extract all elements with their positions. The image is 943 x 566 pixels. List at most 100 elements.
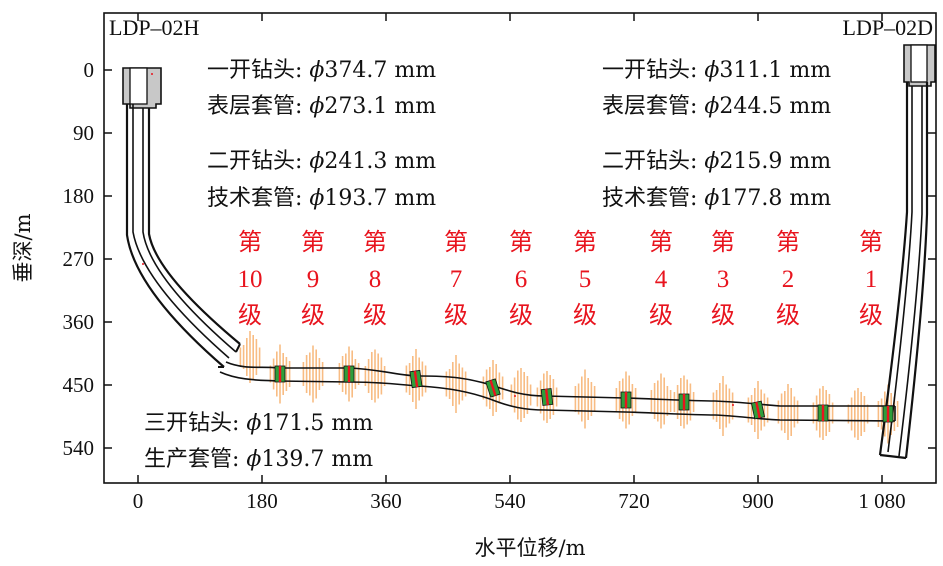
casing-shoe-left (218, 343, 241, 368)
packer (620, 391, 632, 409)
stage-label: 级 (509, 301, 533, 329)
intermediate-casing-left-inner2 (142, 108, 237, 353)
well-right (878, 44, 936, 460)
packer (678, 393, 690, 411)
y-tick-marks (104, 69, 936, 449)
y-tick-label: 180 (63, 184, 95, 208)
intermediate-casing-left-outer (125, 104, 225, 368)
y-tick-label: 360 (63, 310, 95, 334)
casing-bore-left (129, 67, 148, 105)
stage-label: 级 (573, 301, 597, 329)
fracture-swarm (574, 369, 596, 429)
y-tick-label: 90 (73, 121, 94, 145)
packer-core (347, 366, 351, 382)
spec-line: 技术套管: ϕ177.8 mm (602, 186, 831, 211)
well-left (122, 67, 241, 368)
packer (540, 388, 554, 406)
casing-bore-right (910, 44, 928, 83)
y-tick-label: 270 (63, 247, 95, 271)
fracture-swarm (302, 345, 324, 403)
y-tick-label: 540 (63, 436, 95, 460)
spec-line: 三开钻头: ϕ171.5 mm (144, 411, 373, 436)
x-tick-labels: 0 180 360 540 720 900 1 080 (133, 489, 906, 513)
stage-label: 第 (859, 228, 883, 256)
x-tick-label: 0 (133, 489, 144, 513)
stage-label: 9 (307, 266, 320, 293)
fracture-swarm (364, 349, 386, 403)
stage-label: 级 (444, 301, 468, 329)
stage-label: 级 (711, 301, 735, 329)
packer (409, 369, 423, 389)
fracture-swarm (650, 373, 672, 429)
packer-core (886, 406, 890, 422)
x-tick-marks (137, 13, 883, 483)
stage-label: 级 (238, 301, 262, 329)
y-tick-labels: 0 90 180 270 360 450 540 (63, 58, 95, 460)
packer (817, 404, 829, 422)
fracture-swarm (777, 384, 799, 440)
y-tick-label: 0 (84, 58, 95, 82)
stage-label: 第 (573, 228, 597, 256)
packer-core (278, 366, 282, 382)
marker-dot (732, 404, 734, 406)
x-tick-label: 540 (494, 489, 526, 513)
marker-dot (151, 73, 153, 75)
fracture-swarm (445, 355, 467, 413)
intermediate-casing-right-outer2 (904, 82, 929, 459)
stage-label: 5 (579, 266, 592, 293)
x-tick-label: 900 (742, 489, 774, 513)
spec-line: 二开钻头: ϕ215.9 mm (602, 149, 831, 174)
fracture-swarm (712, 376, 734, 436)
packer-core (624, 392, 628, 408)
stage-label: 第 (363, 228, 387, 256)
stage-label: 第 (649, 228, 673, 256)
stage-label: 10 (238, 266, 263, 293)
spec-line: 技术套管: ϕ193.7 mm (207, 186, 436, 211)
packer-core (755, 401, 761, 419)
x-tick-label: 1 080 (858, 489, 905, 513)
stage-label: 6 (515, 266, 528, 293)
specs-left: 一开钻头: ϕ374.7 mm 表层套管: ϕ273.1 mm 二开钻头: ϕ2… (207, 58, 436, 211)
stage-label: 第 (238, 228, 262, 256)
fracture-swarm (239, 331, 261, 383)
packer (343, 365, 355, 383)
packer-core (821, 405, 825, 421)
stage-label: 7 (450, 266, 463, 293)
stage-label: 第 (301, 228, 325, 256)
packer-core (489, 380, 497, 396)
packer (485, 378, 501, 398)
y-axis-title: 垂深/m (11, 213, 35, 282)
specs-bottom: 三开钻头: ϕ171.5 mm 生产套管: ϕ139.7 mm (144, 411, 373, 472)
packers (274, 365, 894, 423)
x-axis-title: 水平位移/m (475, 536, 586, 560)
casing-shoe-right (879, 453, 907, 460)
well-name-right: LDP–02D (843, 15, 933, 40)
marker-dot (514, 395, 516, 397)
stage-label: 2 (782, 266, 795, 293)
stage-label: 第 (776, 228, 800, 256)
spec-line: 一开钻头: ϕ374.7 mm (207, 58, 436, 83)
stage-label: 8 (369, 266, 382, 293)
spec-line: 一开钻头: ϕ311.1 mm (602, 58, 831, 83)
spec-line: 表层套管: ϕ244.5 mm (602, 94, 831, 119)
packer (882, 405, 894, 423)
stage-label: 第 (711, 228, 735, 256)
stage-label: 1 (865, 266, 878, 293)
stage-label: 级 (859, 301, 883, 329)
intermediate-casing-right-inner2 (898, 86, 923, 457)
specs-right: 一开钻头: ϕ311.1 mm 表层套管: ϕ244.5 mm 二开钻头: ϕ2… (602, 58, 831, 211)
x-tick-label: 720 (618, 489, 650, 513)
spec-line: 二开钻头: ϕ241.3 mm (207, 149, 436, 174)
spec-line: 生产套管: ϕ139.7 mm (144, 447, 373, 472)
spec-line: 表层套管: ϕ273.1 mm (207, 94, 436, 119)
packer-core (413, 370, 419, 388)
packer (274, 365, 286, 383)
stage-label: 级 (649, 301, 673, 329)
x-tick-label: 360 (370, 489, 402, 513)
x-tick-label: 180 (246, 489, 278, 513)
well-name-left: LDP–02H (109, 15, 200, 40)
packer-core (544, 388, 550, 406)
stage-label: 级 (363, 301, 387, 329)
plot-frame (103, 12, 937, 484)
